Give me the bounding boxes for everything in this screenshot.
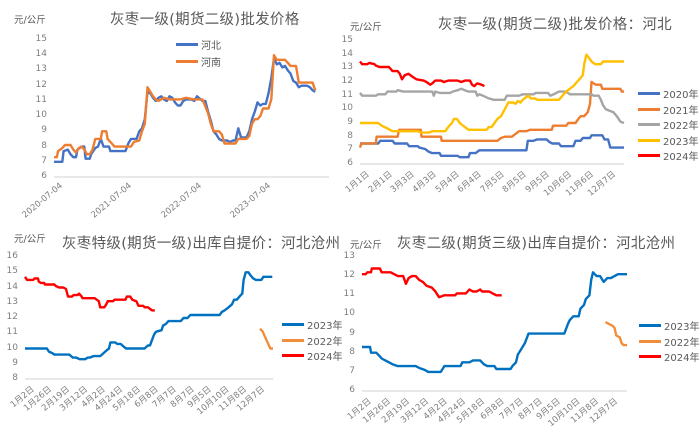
y-tick-label: 11 bbox=[6, 327, 18, 338]
legend-item: 2023年 bbox=[638, 133, 698, 148]
y-tick-label: 9 bbox=[41, 125, 47, 136]
y-tick-label: 14 bbox=[341, 48, 353, 59]
y-tick-label: 11 bbox=[35, 94, 47, 105]
y-tick-label: 6 bbox=[347, 158, 353, 168]
series-line-2023年 bbox=[360, 53, 624, 134]
y-tick-label: 12 bbox=[35, 79, 47, 90]
series-line-2023年 bbox=[25, 271, 273, 361]
y-tick-label: 15 bbox=[341, 35, 353, 45]
legend-label: 2024年 bbox=[663, 152, 699, 164]
chart-title: 灰枣一级(期货二级)批发价格：河北 bbox=[438, 17, 672, 33]
y-tick-label: 12 bbox=[6, 312, 18, 322]
series-line-2022年 bbox=[604, 321, 627, 347]
legend-item: 2021年 bbox=[638, 102, 698, 117]
y-tick-label: 10 bbox=[35, 110, 47, 121]
legend-swatch bbox=[639, 324, 661, 327]
y-tick-label: 13 bbox=[341, 62, 353, 73]
legend-item: 河北 bbox=[176, 37, 221, 52]
y-unit-label: 元/公斤 bbox=[14, 234, 46, 245]
legend-item: 2022年 bbox=[639, 334, 699, 349]
y-tick-label: 9 bbox=[349, 327, 355, 338]
y-tick-label: 16 bbox=[6, 251, 18, 261]
y-unit-label: 元/公斤 bbox=[350, 22, 382, 33]
legend-item: 2020年 bbox=[638, 86, 698, 101]
legend-swatch bbox=[176, 60, 198, 63]
legend-item: 2023年 bbox=[282, 317, 342, 332]
legend-label: 2022年 bbox=[664, 337, 700, 349]
chart-title: 灰枣一级(期货二级)批发价格 bbox=[110, 12, 300, 28]
series-line-2020年 bbox=[360, 134, 624, 159]
legend-label: 河北 bbox=[201, 41, 221, 52]
series-line-2024年 bbox=[362, 267, 502, 299]
series-line-2021年 bbox=[358, 80, 624, 148]
legend-item: 2024年 bbox=[639, 349, 699, 364]
y-tick-label: 8 bbox=[347, 130, 353, 141]
legend-label: 2023年 bbox=[663, 136, 699, 148]
legend-item: 2024年 bbox=[638, 148, 698, 163]
y-tick-label: 8 bbox=[349, 346, 355, 357]
series-line-2024年 bbox=[23, 276, 155, 312]
legend-swatch bbox=[638, 154, 660, 158]
legend-label: 2023年 bbox=[307, 321, 343, 332]
legend-swatch bbox=[176, 43, 198, 46]
y-tick-label: 13 bbox=[35, 64, 47, 75]
legend-swatch bbox=[639, 339, 661, 343]
legend-label: 2021年 bbox=[663, 105, 699, 117]
legend-swatch bbox=[638, 107, 660, 111]
series-line-河南 bbox=[54, 54, 317, 159]
y-unit-label: 元/公斤 bbox=[350, 240, 382, 251]
y-tick-label: 13 bbox=[343, 251, 355, 261]
series-line-2022年 bbox=[259, 327, 273, 350]
y-tick-label: 15 bbox=[35, 34, 47, 44]
series-line-2024年 bbox=[359, 60, 485, 88]
legend-item: 2023年 bbox=[639, 318, 699, 333]
y-tick-label: 7 bbox=[41, 155, 47, 166]
legend-label: 2024年 bbox=[664, 353, 700, 365]
legend-item: 2024年 bbox=[282, 348, 342, 363]
y-tick-label: 10 bbox=[6, 342, 18, 353]
y-tick-label: 12 bbox=[343, 270, 355, 281]
legend-swatch bbox=[639, 355, 661, 359]
y-tick-label: 7 bbox=[349, 365, 355, 376]
legend-swatch bbox=[638, 123, 660, 127]
y-tick-label: 6 bbox=[41, 171, 47, 181]
legend-label: 2022年 bbox=[663, 121, 699, 133]
y-tick-label: 8 bbox=[41, 140, 47, 151]
y-tick-label: 11 bbox=[341, 89, 353, 100]
legend-label: 2024年 bbox=[307, 352, 343, 364]
legend-swatch bbox=[282, 323, 304, 326]
y-tick-label: 10 bbox=[341, 103, 353, 114]
legend-item: 2022年 bbox=[638, 117, 698, 132]
y-tick-label: 7 bbox=[347, 144, 353, 155]
y-tick-label: 14 bbox=[6, 281, 18, 292]
legend-swatch bbox=[282, 354, 304, 358]
legend-swatch bbox=[282, 338, 304, 342]
legend-swatch bbox=[638, 138, 660, 142]
legend-swatch bbox=[638, 92, 660, 95]
y-tick-label: 13 bbox=[6, 296, 18, 307]
legend-label: 2023年 bbox=[664, 322, 700, 333]
legend-label: 2022年 bbox=[307, 336, 343, 348]
y-tick-label: 15 bbox=[6, 266, 18, 277]
y-tick-label: 8 bbox=[12, 373, 18, 383]
y-tick-label: 9 bbox=[12, 357, 18, 368]
legend-item: 2022年 bbox=[282, 333, 342, 348]
legend-label: 2020年 bbox=[663, 90, 699, 101]
y-tick-label: 14 bbox=[35, 49, 47, 60]
chart-title: 灰枣二级(期货三级)出库自提价：河北沧州 bbox=[397, 236, 676, 252]
legend-item: 河南 bbox=[176, 54, 221, 69]
legend-label: 河南 bbox=[201, 58, 221, 69]
series-line-2023年 bbox=[362, 271, 627, 374]
chart-title: 灰枣特级(期货一级)出库自提价：河北沧州 bbox=[62, 236, 341, 252]
y-unit-label: 元/公斤 bbox=[14, 15, 46, 26]
y-tick-label: 12 bbox=[341, 76, 353, 86]
y-tick-label: 10 bbox=[343, 308, 355, 319]
series-line-2022年 bbox=[359, 87, 625, 125]
y-tick-label: 9 bbox=[347, 117, 353, 127]
y-tick-label: 6 bbox=[349, 385, 355, 395]
y-tick-label: 11 bbox=[343, 289, 355, 300]
